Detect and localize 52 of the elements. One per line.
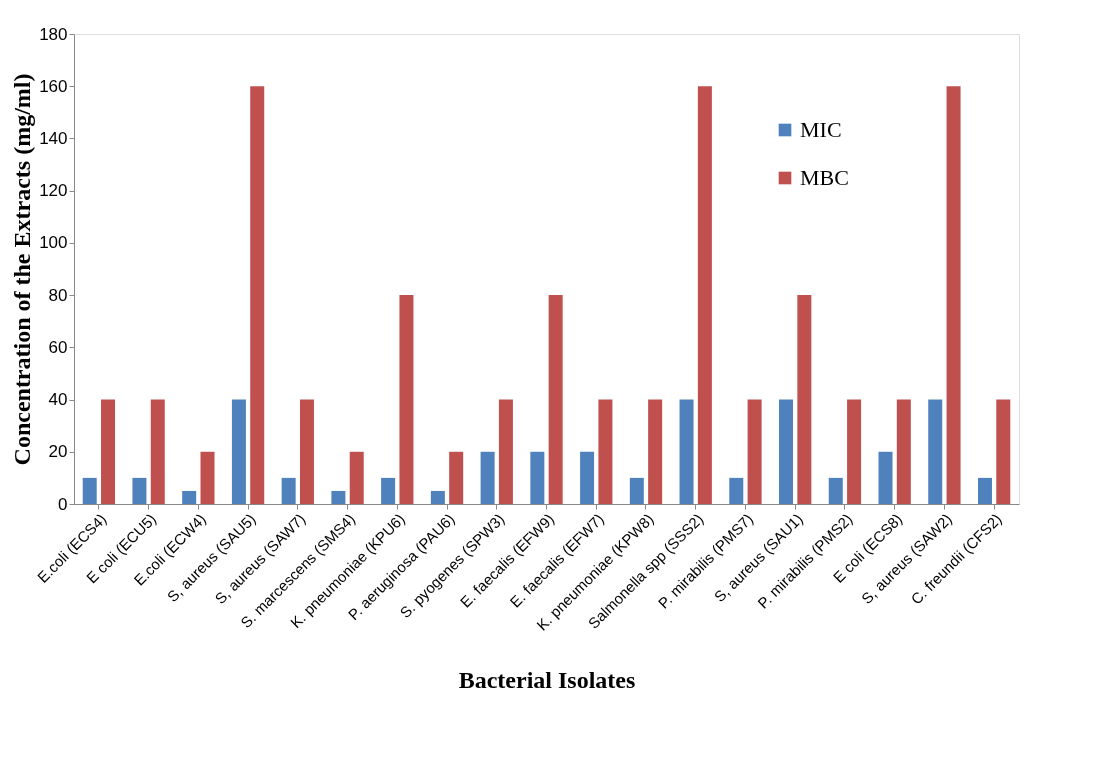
bar: [430, 490, 445, 504]
bar: [797, 295, 812, 504]
bar: [828, 477, 843, 504]
bar: [101, 399, 116, 504]
x-axis-title: Bacterial Isolates: [458, 666, 636, 693]
y-tick-label: 0: [58, 494, 68, 514]
bar: [648, 399, 663, 504]
y-axis-title: Concentration of the Extracts (mg/ml): [9, 73, 36, 466]
bar: [231, 399, 246, 504]
bar: [847, 399, 862, 504]
bar: [548, 295, 563, 504]
bar: [629, 477, 644, 504]
bar: [182, 490, 197, 504]
bar: [331, 490, 346, 504]
bar: [679, 399, 694, 504]
bar: [530, 451, 545, 504]
y-tick-label: 80: [48, 285, 68, 305]
bar: [480, 451, 495, 504]
bar: [449, 451, 464, 504]
y-tick-label: 60: [48, 337, 68, 357]
bar: [977, 477, 992, 504]
y-tick-label: 180: [39, 24, 68, 44]
bar: [250, 86, 265, 504]
y-tick-label: 160: [39, 76, 68, 96]
bar: [946, 86, 961, 504]
bar: [150, 399, 165, 504]
bar: [399, 295, 414, 504]
y-tick-label: 120: [39, 181, 68, 201]
y-tick-label: 40: [48, 390, 68, 410]
bar: [779, 399, 794, 504]
bar: [299, 399, 314, 504]
y-tick-label: 100: [39, 233, 68, 253]
y-tick-label: 140: [39, 128, 68, 148]
legend-label: MBC: [800, 165, 849, 190]
bar: [82, 477, 97, 504]
bar: [928, 399, 943, 504]
bar: [381, 477, 396, 504]
bar: [729, 477, 744, 504]
bar: [281, 477, 296, 504]
y-tick-label: 20: [48, 442, 68, 462]
bar: [349, 451, 364, 504]
bar: [132, 477, 147, 504]
bar: [747, 399, 762, 504]
bar: [878, 451, 893, 504]
legend-label: MIC: [800, 117, 842, 142]
bar: [598, 399, 613, 504]
bar: [498, 399, 513, 504]
bar: [996, 399, 1011, 504]
bar: [200, 451, 215, 504]
bar: [697, 86, 712, 504]
bar: [580, 451, 595, 504]
bar: [896, 399, 911, 504]
